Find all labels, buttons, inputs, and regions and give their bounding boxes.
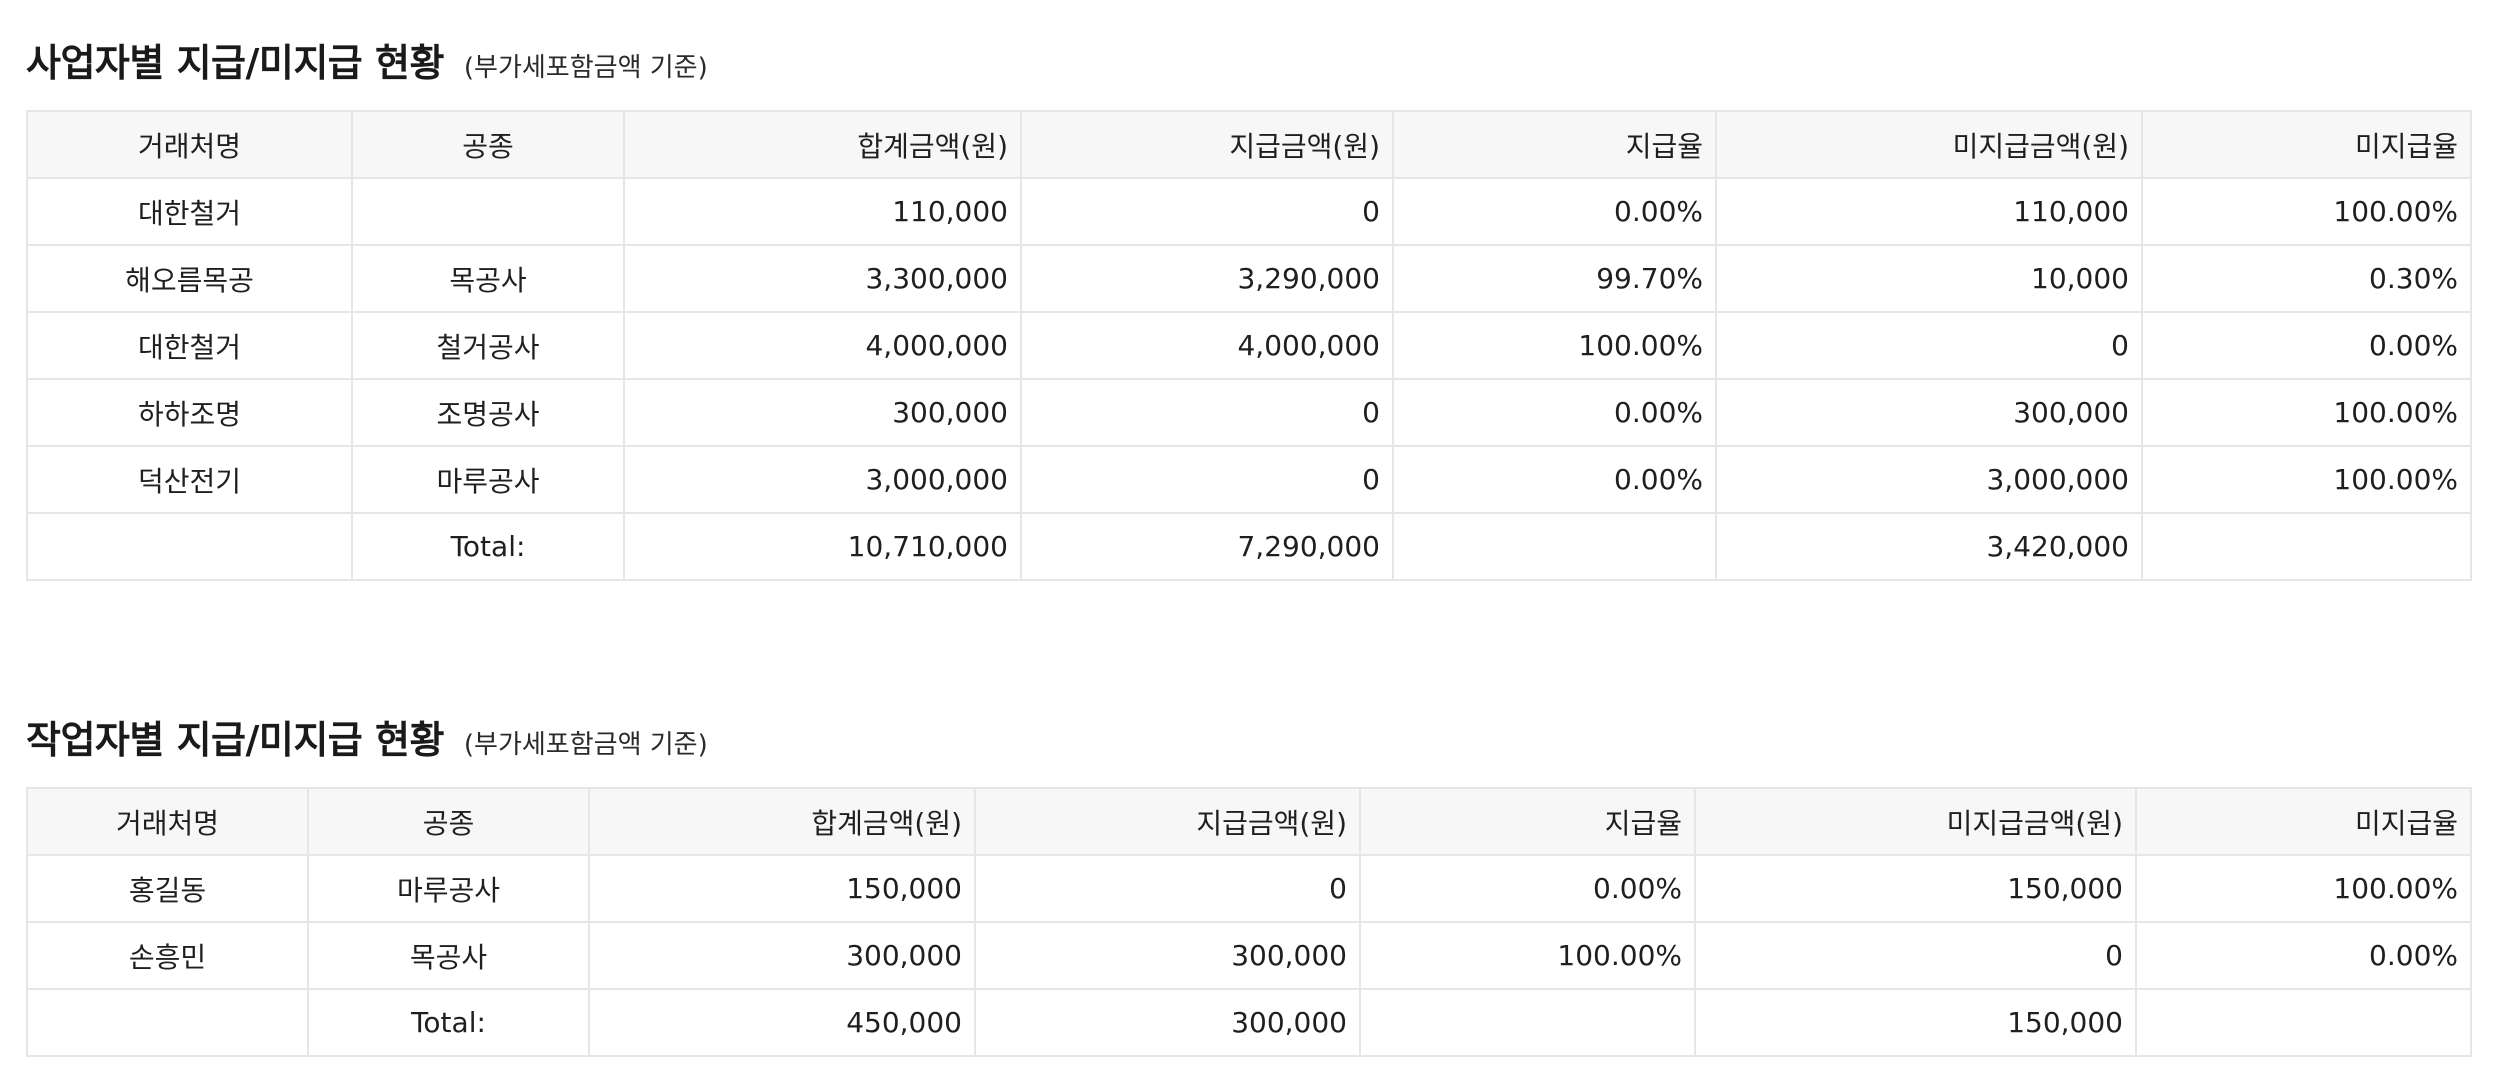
col-header-total-amount: 합계금액(원) — [623, 110, 1022, 179]
cell-trade: 목공사 — [351, 244, 625, 313]
cell-unpaid-amount: 150,000 — [1694, 854, 2137, 923]
cell-paid-rate: 100.00% — [1359, 921, 1696, 990]
cell-vendor: 대한철거 — [26, 311, 353, 380]
col-header-unpaid-amount: 미지급금액(원) — [1694, 787, 2137, 856]
cell-unpaid-rate: 100.00% — [2141, 177, 2472, 246]
cell-total-amount: 3,300,000 — [623, 244, 1022, 313]
col-header-paid-amount: 지급금액(원) — [974, 787, 1361, 856]
cell-unpaid-amount: 110,000 — [1715, 177, 2143, 246]
cell-paid-rate: 99.70% — [1392, 244, 1717, 313]
cell-paid-amount: 0 — [974, 854, 1361, 923]
col-header-vendor: 거래처명 — [26, 787, 309, 856]
cell-vendor: 해오름목공 — [26, 244, 353, 313]
table-row: 해오름목공 목공사 3,300,000 3,290,000 99.70% 10,… — [26, 244, 2472, 313]
section-subtitle: (부가세포함금액 기준) — [463, 730, 708, 760]
cell-trade: 마루공사 — [307, 854, 590, 923]
cell-vendor: 손흥민 — [26, 921, 309, 990]
table-row: 대한철거 110,000 0 0.00% 110,000 100.00% — [26, 177, 2472, 246]
cell-trade: 조명공사 — [351, 378, 625, 447]
worker-payment-section: 작업자별 지급/미지급 현황 (부가세포함금액 기준) 거래처명 공종 합계금액… — [26, 709, 2472, 1057]
total-paid-amount: 300,000 — [974, 988, 1361, 1057]
table-row: 손흥민 목공사 300,000 300,000 100.00% 0 0.00% — [26, 921, 2472, 990]
table-row: 홍길동 마루공사 150,000 0 0.00% 150,000 100.00% — [26, 854, 2472, 923]
cell-empty — [26, 988, 309, 1057]
worker-payment-table: 거래처명 공종 합계금액(원) 지급금액(원) 지급율 미지급금액(원) 미지급… — [26, 787, 2472, 1057]
cell-paid-rate: 100.00% — [1392, 311, 1717, 380]
col-header-unpaid-rate: 미지급율 — [2135, 787, 2472, 856]
cell-unpaid-rate: 100.00% — [2141, 445, 2472, 514]
cell-unpaid-amount: 3,000,000 — [1715, 445, 2143, 514]
col-header-unpaid-rate: 미지급율 — [2141, 110, 2472, 179]
cell-unpaid-rate: 100.00% — [2141, 378, 2472, 447]
cell-total-amount: 300,000 — [623, 378, 1022, 447]
cell-empty — [26, 512, 353, 581]
table-row: 대한철거 철거공사 4,000,000 4,000,000 100.00% 0 … — [26, 311, 2472, 380]
cell-paid-rate: 0.00% — [1392, 177, 1717, 246]
total-unpaid-amount: 3,420,000 — [1715, 512, 2143, 581]
cell-total-amount: 300,000 — [588, 921, 976, 990]
col-header-unpaid-amount: 미지급금액(원) — [1715, 110, 2143, 179]
cell-empty — [2141, 512, 2472, 581]
cell-trade: 목공사 — [307, 921, 590, 990]
cell-unpaid-rate: 100.00% — [2135, 854, 2472, 923]
col-header-total-amount: 합계금액(원) — [588, 787, 976, 856]
section-header: 사업자별 지급/미지급 현황 (부가세포함금액 기준) — [26, 32, 2470, 110]
cell-unpaid-amount: 10,000 — [1715, 244, 2143, 313]
cell-paid-amount: 0 — [1020, 177, 1394, 246]
col-header-paid-rate: 지급율 — [1392, 110, 1717, 179]
cell-unpaid-amount: 300,000 — [1715, 378, 2143, 447]
section-title: 사업자별 지급/미지급 현황 — [26, 41, 444, 85]
col-header-trade: 공종 — [351, 110, 625, 179]
cell-trade: 마루공사 — [351, 445, 625, 514]
total-label: Total: — [351, 512, 625, 581]
cell-trade: 철거공사 — [351, 311, 625, 380]
total-unpaid-amount: 150,000 — [1694, 988, 2137, 1057]
cell-total-amount: 110,000 — [623, 177, 1022, 246]
col-header-paid-amount: 지급금액(원) — [1020, 110, 1394, 179]
business-payment-section: 사업자별 지급/미지급 현황 (부가세포함금액 기준) 거래처명 공종 합계금액… — [26, 32, 2472, 581]
cell-trade — [351, 177, 625, 246]
cell-paid-rate: 0.00% — [1359, 854, 1696, 923]
table-header-row: 거래처명 공종 합계금액(원) 지급금액(원) 지급율 미지급금액(원) 미지급… — [26, 787, 2472, 856]
cell-empty — [1392, 512, 1717, 581]
cell-paid-amount: 0 — [1020, 378, 1394, 447]
col-header-trade: 공종 — [307, 787, 590, 856]
cell-paid-amount: 300,000 — [974, 921, 1361, 990]
cell-vendor: 대한철거 — [26, 177, 353, 246]
total-row: Total: 450,000 300,000 150,000 — [26, 988, 2472, 1057]
cell-total-amount: 3,000,000 — [623, 445, 1022, 514]
cell-paid-rate: 0.00% — [1392, 445, 1717, 514]
total-row: Total: 10,710,000 7,290,000 3,420,000 — [26, 512, 2472, 581]
cell-paid-amount: 4,000,000 — [1020, 311, 1394, 380]
cell-vendor: 하하조명 — [26, 378, 353, 447]
cell-unpaid-rate: 0.00% — [2135, 921, 2472, 990]
section-subtitle: (부가세포함금액 기준) — [463, 53, 708, 83]
cell-paid-amount: 3,290,000 — [1020, 244, 1394, 313]
table-row: 하하조명 조명공사 300,000 0 0.00% 300,000 100.00… — [26, 378, 2472, 447]
col-header-vendor: 거래처명 — [26, 110, 353, 179]
business-payment-table: 거래처명 공종 합계금액(원) 지급금액(원) 지급율 미지급금액(원) 미지급… — [26, 110, 2472, 581]
col-header-paid-rate: 지급율 — [1359, 787, 1696, 856]
cell-unpaid-amount: 0 — [1694, 921, 2137, 990]
cell-total-amount: 4,000,000 — [623, 311, 1022, 380]
cell-empty — [1359, 988, 1696, 1057]
cell-paid-rate: 0.00% — [1392, 378, 1717, 447]
cell-vendor: 홍길동 — [26, 854, 309, 923]
cell-total-amount: 150,000 — [588, 854, 976, 923]
total-sum-amount: 10,710,000 — [623, 512, 1022, 581]
cell-vendor: 덕산전기 — [26, 445, 353, 514]
total-paid-amount: 7,290,000 — [1020, 512, 1394, 581]
table-header-row: 거래처명 공종 합계금액(원) 지급금액(원) 지급율 미지급금액(원) 미지급… — [26, 110, 2472, 179]
total-sum-amount: 450,000 — [588, 988, 976, 1057]
cell-paid-amount: 0 — [1020, 445, 1394, 514]
section-header: 작업자별 지급/미지급 현황 (부가세포함금액 기준) — [26, 709, 2470, 787]
total-label: Total: — [307, 988, 590, 1057]
cell-unpaid-rate: 0.30% — [2141, 244, 2472, 313]
cell-unpaid-amount: 0 — [1715, 311, 2143, 380]
table-row: 덕산전기 마루공사 3,000,000 0 0.00% 3,000,000 10… — [26, 445, 2472, 514]
cell-unpaid-rate: 0.00% — [2141, 311, 2472, 380]
section-title: 작업자별 지급/미지급 현황 — [26, 718, 444, 762]
cell-empty — [2135, 988, 2472, 1057]
